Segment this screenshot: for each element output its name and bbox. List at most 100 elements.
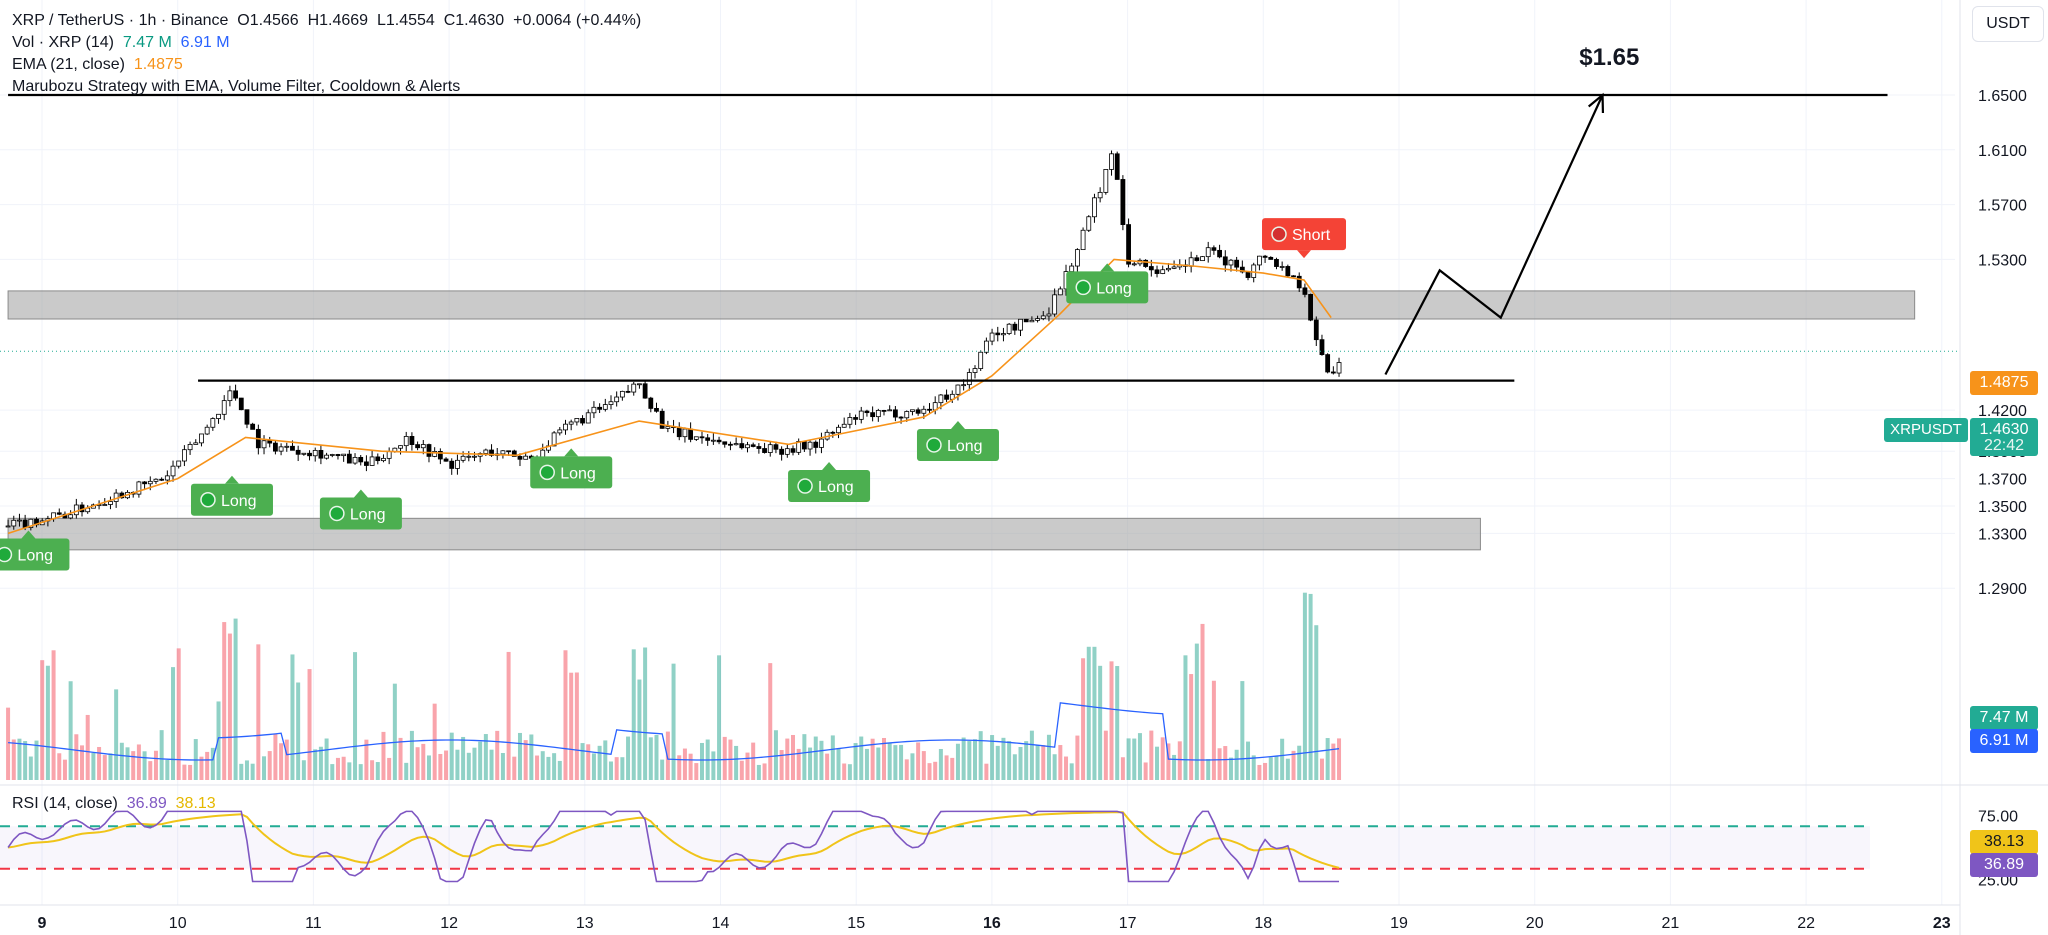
candle[interactable] bbox=[455, 454, 460, 475]
candle[interactable] bbox=[346, 450, 352, 464]
candle[interactable] bbox=[1040, 311, 1046, 321]
candle[interactable] bbox=[739, 438, 745, 450]
candle[interactable] bbox=[858, 406, 864, 424]
candle[interactable] bbox=[631, 381, 637, 396]
rsi-legend[interactable]: RSI (14, close) 36.89 38.13 bbox=[12, 795, 216, 813]
candle[interactable] bbox=[1006, 322, 1012, 336]
candle[interactable] bbox=[238, 397, 244, 411]
candle[interactable] bbox=[1285, 264, 1291, 278]
candle[interactable] bbox=[11, 515, 17, 530]
candle[interactable] bbox=[466, 451, 472, 462]
candle[interactable] bbox=[870, 406, 876, 422]
candle[interactable] bbox=[955, 384, 961, 401]
candle[interactable] bbox=[358, 454, 364, 466]
candle[interactable] bbox=[989, 328, 995, 346]
candle[interactable] bbox=[301, 452, 307, 456]
candle[interactable] bbox=[1308, 293, 1313, 322]
candle[interactable] bbox=[1188, 251, 1194, 273]
candle[interactable] bbox=[892, 406, 898, 422]
candle[interactable] bbox=[324, 452, 329, 460]
candle[interactable] bbox=[1052, 288, 1058, 317]
candle[interactable] bbox=[875, 408, 881, 422]
candle[interactable] bbox=[824, 429, 830, 441]
candle[interactable] bbox=[386, 447, 392, 465]
candle[interactable] bbox=[910, 409, 915, 416]
candle[interactable] bbox=[17, 513, 22, 527]
candle[interactable] bbox=[517, 453, 523, 467]
candle[interactable] bbox=[648, 396, 654, 413]
candle[interactable] bbox=[1245, 271, 1251, 281]
support-resistance-zone[interactable] bbox=[7, 517, 1481, 551]
candle[interactable] bbox=[1029, 316, 1035, 323]
candle[interactable] bbox=[1302, 283, 1308, 298]
candle[interactable] bbox=[551, 431, 557, 447]
candle[interactable] bbox=[540, 443, 546, 459]
candle[interactable] bbox=[841, 417, 847, 428]
candle[interactable] bbox=[574, 418, 580, 426]
candle[interactable] bbox=[591, 401, 597, 419]
candle[interactable] bbox=[233, 384, 238, 401]
candle[interactable] bbox=[1211, 245, 1217, 255]
candle[interactable] bbox=[790, 445, 796, 456]
candle[interactable] bbox=[1074, 248, 1080, 272]
long-signal-badge[interactable] bbox=[319, 497, 402, 530]
strategy-row[interactable]: Marubozu Strategy with EMA, Volume Filte… bbox=[12, 76, 641, 98]
candle[interactable] bbox=[216, 413, 221, 424]
candle[interactable] bbox=[1313, 316, 1319, 347]
candle[interactable] bbox=[341, 453, 347, 462]
candle[interactable] bbox=[437, 448, 443, 465]
candle[interactable] bbox=[318, 444, 324, 465]
candle[interactable] bbox=[199, 433, 204, 447]
candle[interactable] bbox=[261, 435, 267, 455]
candle[interactable] bbox=[1097, 187, 1103, 203]
candle[interactable] bbox=[1274, 257, 1279, 270]
candle[interactable] bbox=[153, 478, 159, 484]
candle[interactable] bbox=[597, 403, 603, 413]
candle[interactable] bbox=[409, 432, 415, 451]
candle[interactable] bbox=[1296, 272, 1302, 292]
candle[interactable] bbox=[1279, 261, 1285, 271]
candle[interactable] bbox=[915, 407, 921, 416]
candle[interactable] bbox=[773, 441, 779, 454]
candle[interactable] bbox=[1114, 151, 1120, 180]
candle[interactable] bbox=[375, 453, 381, 465]
candle[interactable] bbox=[830, 430, 836, 438]
candle[interactable] bbox=[1018, 318, 1023, 337]
candle[interactable] bbox=[221, 395, 227, 421]
candle[interactable] bbox=[733, 437, 739, 446]
candle[interactable] bbox=[329, 453, 335, 458]
candle[interactable] bbox=[676, 422, 682, 441]
candle[interactable] bbox=[443, 457, 449, 462]
candle[interactable] bbox=[1234, 256, 1240, 272]
candle[interactable] bbox=[284, 442, 290, 452]
candle[interactable] bbox=[398, 445, 403, 455]
candle[interactable] bbox=[73, 498, 79, 519]
candle[interactable] bbox=[995, 326, 1001, 342]
candle[interactable] bbox=[193, 439, 199, 445]
candle[interactable] bbox=[881, 409, 887, 416]
candle[interactable] bbox=[983, 337, 989, 355]
candle[interactable] bbox=[813, 440, 819, 454]
candle[interactable] bbox=[187, 441, 193, 455]
candle[interactable] bbox=[1194, 254, 1200, 262]
candle[interactable] bbox=[1205, 241, 1211, 263]
candle[interactable] bbox=[1330, 366, 1336, 375]
candle[interactable] bbox=[159, 477, 165, 482]
candle[interactable] bbox=[784, 443, 790, 458]
candle[interactable] bbox=[1080, 227, 1086, 251]
candle[interactable] bbox=[170, 460, 176, 482]
candle[interactable] bbox=[807, 440, 813, 456]
candle[interactable] bbox=[853, 414, 858, 425]
candle[interactable] bbox=[682, 427, 688, 443]
candle[interactable] bbox=[637, 383, 642, 389]
candle[interactable] bbox=[756, 443, 762, 454]
long-signal-badge[interactable] bbox=[190, 483, 273, 516]
candle[interactable] bbox=[136, 480, 142, 498]
candle[interactable] bbox=[688, 422, 694, 443]
candle[interactable] bbox=[1200, 256, 1205, 262]
candle[interactable] bbox=[625, 384, 631, 394]
candle[interactable] bbox=[176, 460, 182, 469]
candle[interactable] bbox=[1154, 265, 1160, 278]
candle[interactable] bbox=[819, 432, 824, 454]
